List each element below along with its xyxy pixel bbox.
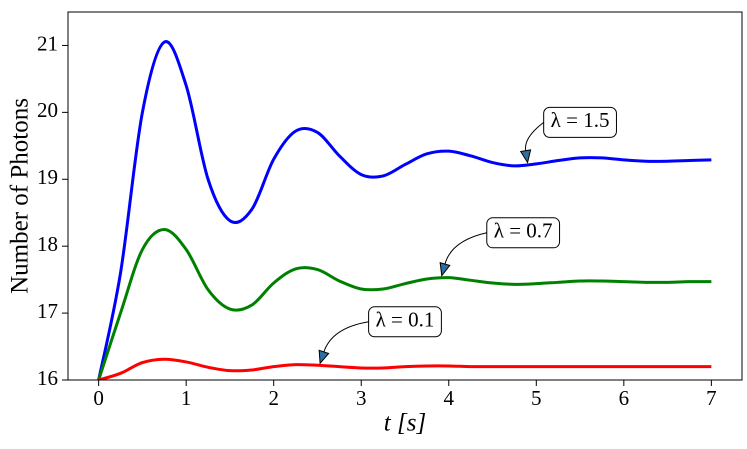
y-tick-label: 19 [37,165,58,189]
annotation-box [368,306,442,338]
x-tick-label: 1 [181,386,192,410]
annotation-arrow [444,232,487,265]
x-tick-label: 5 [531,386,542,410]
x-tick-label: 3 [356,386,367,410]
y-tick-label: 21 [37,31,58,55]
annotation-arrowhead [439,262,451,277]
annotation-box [543,106,617,138]
annotation-text: λ = 0.7 [494,219,553,243]
annotation: λ = 0.7 [439,217,561,277]
annotation-text: λ = 1.5 [551,108,610,132]
annotation-box [486,217,561,249]
plot-frame [67,11,743,381]
annotation: λ = 1.5 [519,106,617,164]
x-tick-label: 6 [619,386,630,410]
annotation: λ = 0.1 [318,306,442,365]
x-tick-label: 4 [444,386,455,410]
data-line [98,357,712,380]
data-line [97,227,712,380]
x-tick-label: 7 [706,386,717,410]
annotation-arrowhead [318,349,330,365]
y-axis-label: Number of Photons [7,98,34,294]
y-tick-label: 17 [37,299,58,323]
annotation-arrow [323,321,369,353]
annotation-text: λ = 0.1 [376,308,435,332]
y-tick-label: 16 [37,366,58,390]
x-tick-label: 2 [268,386,279,410]
data-line [97,40,712,380]
y-tick-label: 18 [37,232,58,256]
annotation-arrowhead [519,149,532,164]
y-tick-label: 20 [37,98,58,122]
annotation-arrow [524,122,544,151]
x-axis-label: t [s] [384,410,426,437]
x-tick-label: 0 [93,386,104,410]
